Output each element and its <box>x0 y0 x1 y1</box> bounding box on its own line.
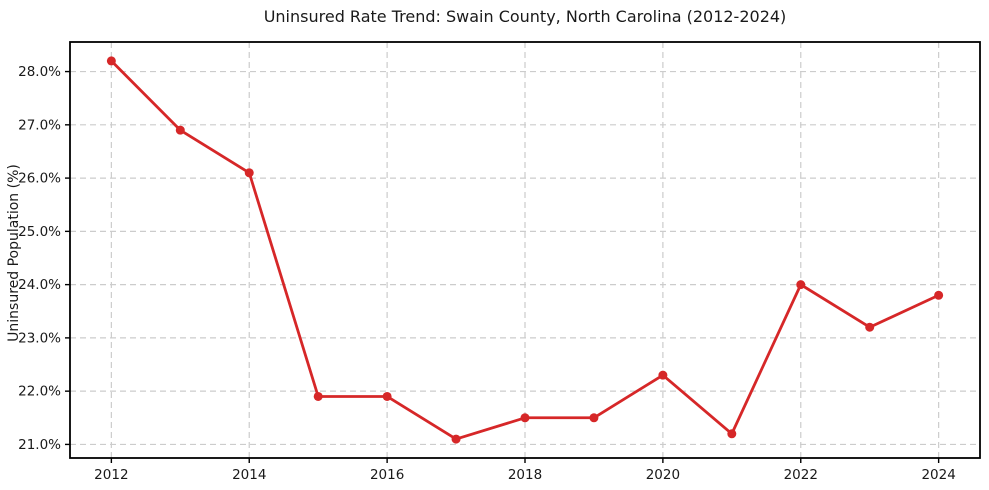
x-tick-label: 2022 <box>784 467 818 483</box>
data-points <box>106 56 944 444</box>
y-tick-label: 23.0% <box>18 330 61 346</box>
y-tick-label: 24.0% <box>18 277 61 293</box>
data-point-2018 <box>520 413 530 423</box>
y-tick-label: 28.0% <box>18 64 61 80</box>
x-tick-label: 2024 <box>921 467 955 483</box>
data-point-2019 <box>589 413 599 423</box>
x-tick-label: 2020 <box>646 467 680 483</box>
x-tick-label: 2016 <box>370 467 404 483</box>
data-point-2022 <box>796 280 806 290</box>
data-point-2015 <box>313 391 323 401</box>
x-axis: 2012 2014 2016 2018 2020 2022 2024 <box>94 458 956 483</box>
data-point-2017 <box>451 434 461 444</box>
x-tick-label: 2012 <box>94 467 128 483</box>
x-tick-label: 2014 <box>232 467 266 483</box>
data-point-2021 <box>727 429 737 439</box>
data-point-2020 <box>658 370 668 380</box>
y-tick-label: 25.0% <box>18 224 61 240</box>
y-tick-label: 27.0% <box>18 117 61 133</box>
data-point-2024 <box>934 290 944 300</box>
data-point-2023 <box>865 322 875 332</box>
y-tick-label: 22.0% <box>18 384 61 400</box>
y-axis: 21.0% 22.0% 23.0% 24.0% 25.0% 26.0% 27.0% 28.0% <box>18 64 70 453</box>
x-tick-label: 2018 <box>508 467 542 483</box>
grid-lines <box>70 42 980 458</box>
data-point-2014 <box>244 168 254 178</box>
y-tick-label: 21.0% <box>18 437 61 453</box>
data-point-2016 <box>382 391 392 401</box>
data-point-2013 <box>175 125 185 135</box>
data-point-2012 <box>106 56 116 66</box>
y-tick-label: 26.0% <box>18 171 61 187</box>
chart-title: Uninsured Rate Trend: Swain County, Nort… <box>263 7 787 26</box>
